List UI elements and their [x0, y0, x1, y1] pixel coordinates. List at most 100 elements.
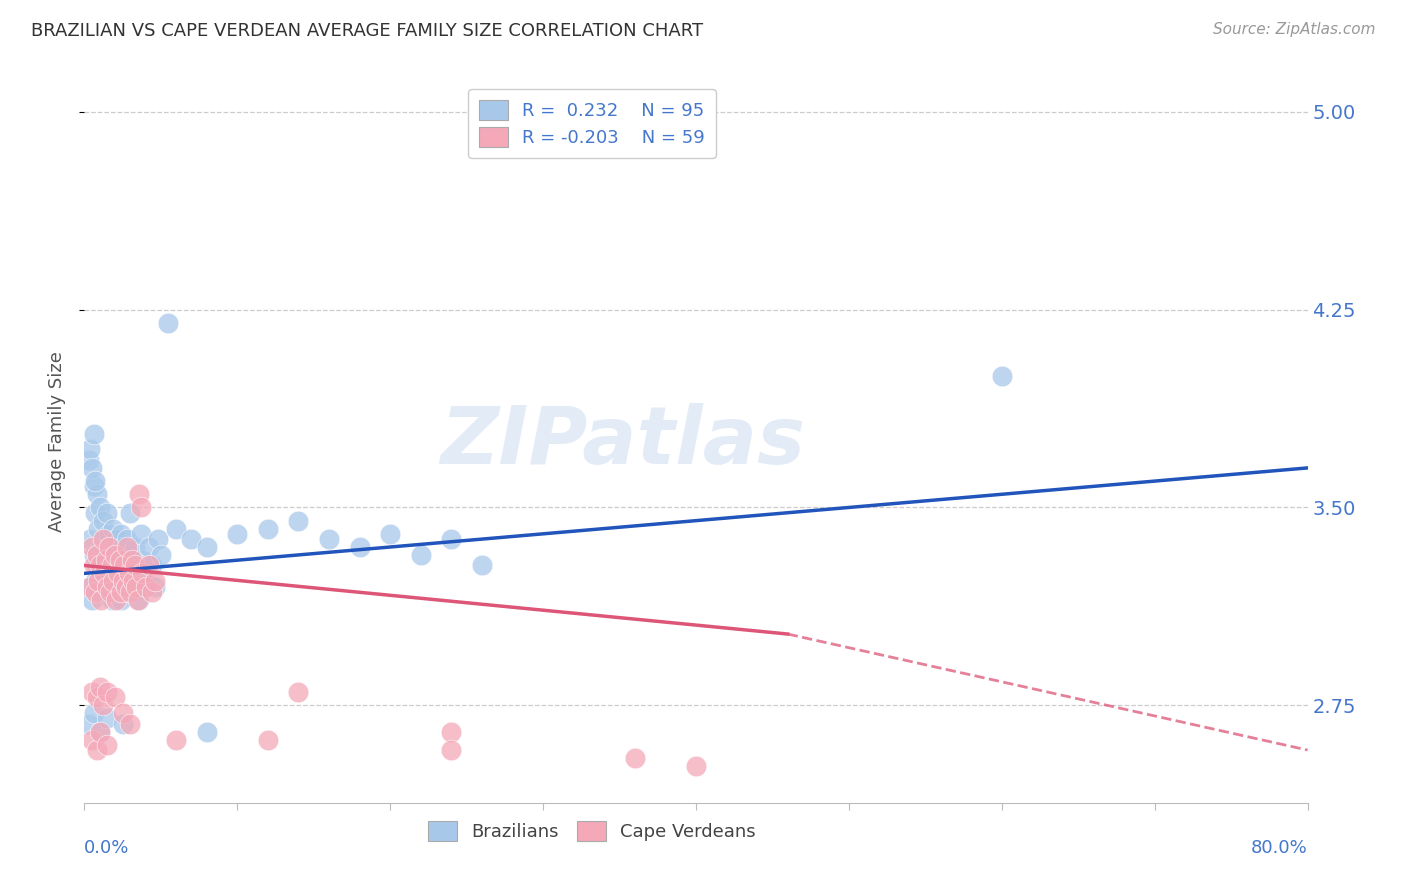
Point: [111, 574, 134, 589]
Point: [77, 453, 100, 467]
Point: [141, 558, 163, 573]
Point: [91, 698, 114, 713]
Point: [83, 706, 105, 720]
Point: [98, 580, 121, 594]
Point: [83, 548, 105, 562]
Point: [86, 690, 108, 705]
Point: [120, 548, 142, 562]
Point: [471, 558, 494, 573]
Point: [143, 574, 166, 589]
Point: [84, 585, 107, 599]
Point: [440, 724, 463, 739]
Point: [112, 585, 135, 599]
Point: [165, 522, 187, 536]
Point: [96, 580, 118, 594]
Point: [120, 716, 142, 731]
Point: [121, 566, 143, 581]
Point: [86, 743, 108, 757]
Point: [89, 558, 111, 573]
Point: [124, 558, 146, 573]
Point: [257, 732, 280, 747]
Point: [87, 585, 110, 599]
Point: [195, 540, 218, 554]
Point: [93, 566, 115, 581]
Point: [112, 558, 135, 573]
Point: [318, 532, 340, 546]
Point: [105, 592, 128, 607]
Point: [89, 724, 111, 739]
Text: BRAZILIAN VS CAPE VERDEAN AVERAGE FAMILY SIZE CORRELATION CHART: BRAZILIAN VS CAPE VERDEAN AVERAGE FAMILY…: [31, 22, 703, 40]
Point: [86, 548, 108, 562]
Point: [138, 558, 160, 573]
Point: [128, 487, 150, 501]
Point: [94, 553, 117, 567]
Point: [287, 685, 309, 699]
Point: [91, 553, 114, 567]
Point: [115, 532, 138, 546]
Point: [83, 426, 105, 441]
Point: [110, 526, 132, 541]
Point: [96, 711, 118, 725]
Point: [96, 548, 118, 562]
Point: [440, 532, 463, 546]
Text: 80.0%: 80.0%: [1251, 838, 1308, 857]
Point: [83, 558, 105, 573]
Point: [79, 442, 101, 457]
Point: [103, 574, 125, 589]
Point: [90, 592, 112, 607]
Point: [94, 585, 117, 599]
Point: [180, 532, 202, 546]
Point: [101, 553, 124, 567]
Point: [79, 580, 101, 594]
Point: [122, 585, 145, 599]
Y-axis label: Average Family Size: Average Family Size: [48, 351, 66, 532]
Point: [80, 732, 103, 747]
Point: [349, 540, 371, 554]
Point: [380, 526, 402, 541]
Point: [96, 685, 118, 699]
Point: [112, 553, 135, 567]
Point: [129, 500, 152, 515]
Point: [108, 558, 131, 573]
Point: [114, 580, 136, 594]
Point: [138, 540, 160, 554]
Point: [111, 706, 134, 720]
Point: [107, 580, 129, 594]
Point: [108, 553, 131, 567]
Point: [97, 526, 120, 541]
Point: [89, 566, 111, 581]
Point: [103, 574, 125, 589]
Point: [104, 585, 127, 599]
Point: [120, 506, 142, 520]
Point: [149, 548, 172, 562]
Legend: Brazilians, Cape Verdeans: Brazilians, Cape Verdeans: [420, 814, 763, 848]
Point: [87, 574, 110, 589]
Point: [195, 724, 218, 739]
Point: [91, 514, 114, 528]
Point: [90, 540, 112, 554]
Point: [128, 592, 150, 607]
Point: [624, 751, 647, 765]
Point: [83, 479, 105, 493]
Point: [91, 532, 114, 546]
Point: [98, 585, 121, 599]
Point: [146, 532, 169, 546]
Point: [104, 540, 127, 554]
Text: Source: ZipAtlas.com: Source: ZipAtlas.com: [1212, 22, 1375, 37]
Point: [104, 548, 127, 562]
Point: [124, 540, 146, 554]
Point: [111, 540, 134, 554]
Point: [77, 716, 100, 731]
Point: [131, 566, 153, 581]
Point: [97, 566, 120, 581]
Point: [120, 585, 142, 599]
Point: [685, 759, 707, 773]
Point: [121, 553, 143, 567]
Point: [157, 316, 180, 330]
Point: [165, 732, 187, 747]
Point: [89, 724, 111, 739]
Point: [80, 592, 103, 607]
Point: [77, 580, 100, 594]
Point: [96, 738, 118, 752]
Point: [98, 540, 121, 554]
